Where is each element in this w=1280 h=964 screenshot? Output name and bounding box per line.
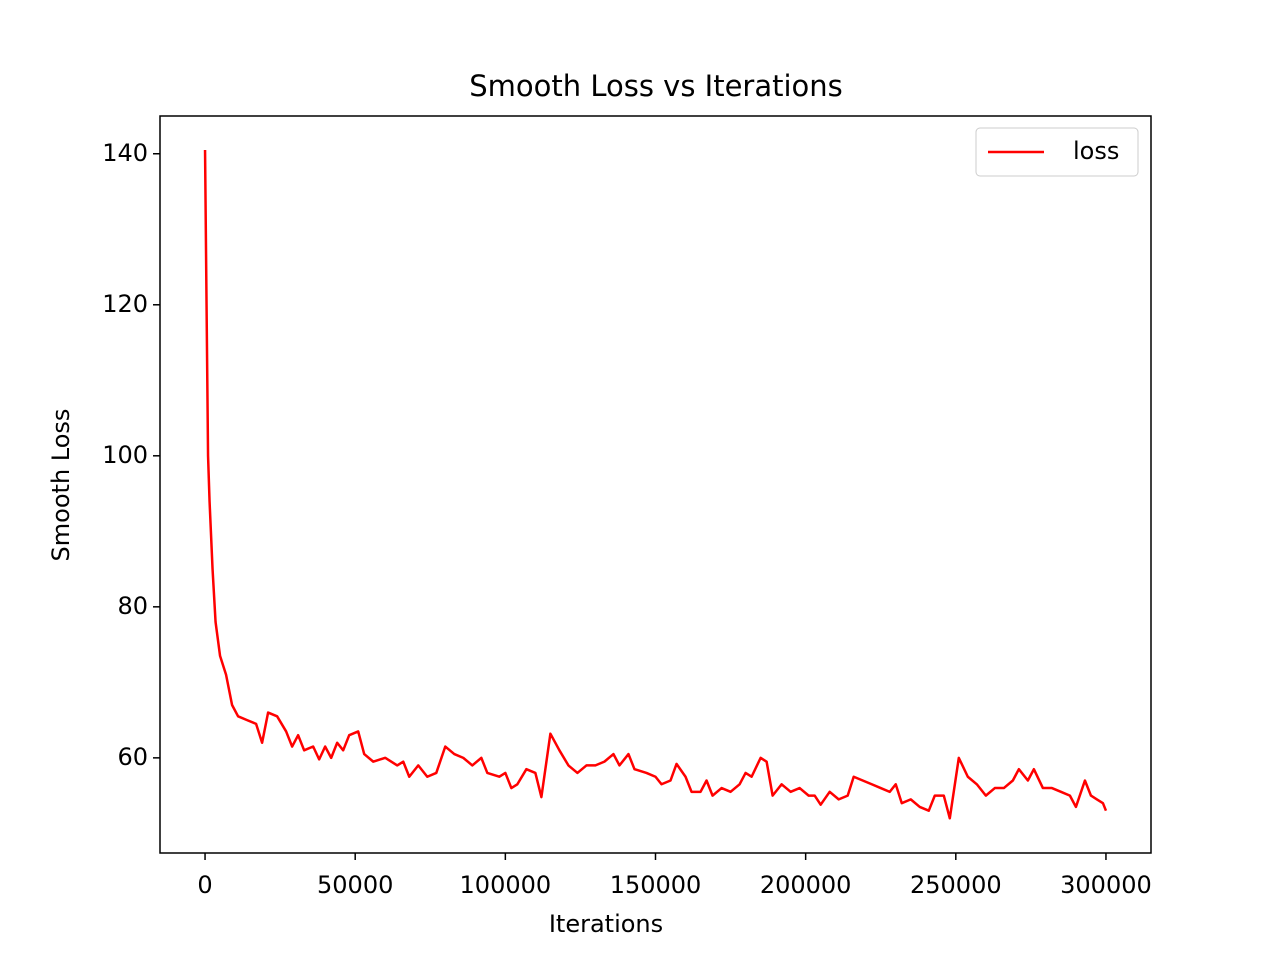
y-tick-label: 80 <box>117 592 148 620</box>
y-tick-label: 120 <box>102 290 148 318</box>
x-tick-label: 100000 <box>460 871 552 899</box>
legend-label: loss <box>1073 137 1119 165</box>
x-tick-label: 200000 <box>760 871 852 899</box>
x-tick-label: 150000 <box>610 871 702 899</box>
x-axis-label: Iterations <box>549 910 663 938</box>
x-tick-label: 50000 <box>317 871 393 899</box>
y-tick-label: 100 <box>102 441 148 469</box>
y-axis-label: Smooth Loss <box>47 409 75 562</box>
x-tick-label: 250000 <box>910 871 1002 899</box>
x-tick-label: 300000 <box>1060 871 1152 899</box>
x-tick-label: 0 <box>197 871 212 899</box>
chart-title: Smooth Loss vs Iterations <box>469 69 843 103</box>
line-series <box>203 149 1108 820</box>
legend-box <box>975 127 1139 177</box>
y-tick-label: 140 <box>102 139 148 167</box>
plot-frame <box>159 115 1152 854</box>
y-tick-label: 60 <box>117 743 148 771</box>
